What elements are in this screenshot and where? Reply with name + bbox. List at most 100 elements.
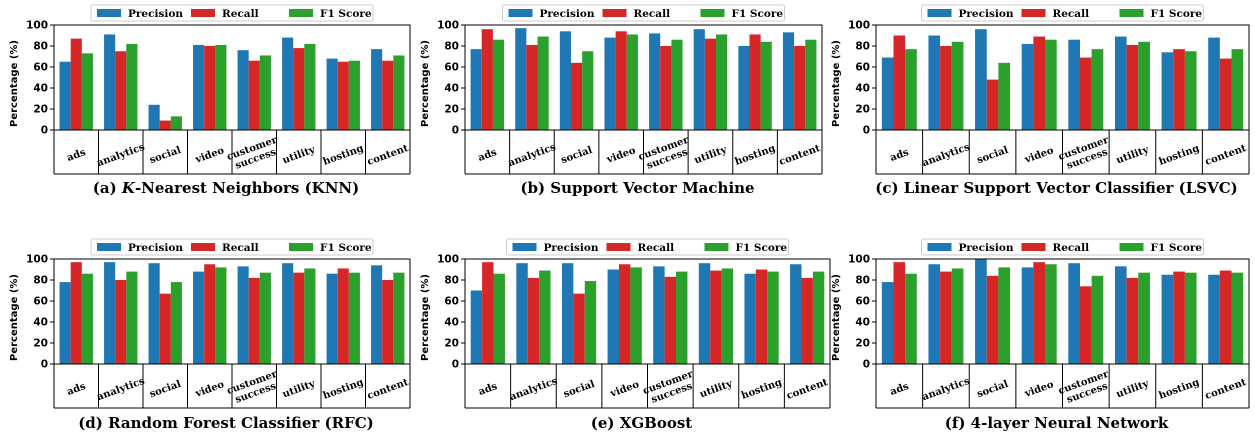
- legend-label-precision: Precision: [128, 8, 183, 20]
- category-label: ads: [889, 381, 911, 398]
- y-tick-label: 60: [444, 296, 459, 308]
- bar-recall-ads: [70, 38, 82, 130]
- bar-precision-social: [148, 263, 160, 364]
- y-tick-label: 20: [444, 338, 459, 350]
- y-tick-label: 80: [855, 41, 870, 53]
- bar-f1-customer-success: [1091, 275, 1104, 364]
- category-label: ads: [66, 381, 88, 398]
- bar-precision-social: [975, 259, 987, 364]
- category-label: utility: [693, 144, 730, 166]
- bar-precision-analytics: [928, 35, 941, 130]
- category-label: content: [778, 143, 822, 168]
- legend-label-f1: F1 Score: [1151, 8, 1203, 20]
- y-tick-label: 80: [855, 275, 870, 287]
- bar-f1-analytics: [126, 271, 138, 364]
- legend-swatch-f1: [704, 243, 729, 251]
- bar-f1-hosting: [348, 60, 360, 131]
- bar-f1-social: [584, 281, 597, 364]
- y-tick-label: 20: [33, 104, 48, 116]
- bar-f1-customer-success: [671, 39, 683, 131]
- legend-swatch-precision: [97, 243, 121, 251]
- legend-swatch-recall: [1021, 9, 1046, 17]
- bar-f1-ads: [81, 53, 93, 130]
- category-label: customersuccess: [637, 134, 695, 173]
- bar-precision-hosting: [326, 58, 338, 130]
- legend-label-f1: F1 Score: [320, 242, 372, 254]
- y-tick-label: 80: [33, 41, 48, 53]
- bar-recall-analytics: [115, 51, 127, 130]
- legend-label-precision: Precision: [959, 242, 1014, 254]
- bar-f1-customer-success: [1091, 49, 1104, 130]
- bar-f1-content: [812, 271, 825, 364]
- bar-recall-ads: [893, 35, 906, 130]
- category-label: content: [785, 377, 829, 402]
- y-tick-label: 80: [33, 275, 48, 287]
- bar-precision-ads: [59, 61, 71, 130]
- legend-swatch-precision: [97, 9, 121, 17]
- y-tick-label: 20: [855, 104, 870, 116]
- bar-precision-video: [193, 271, 205, 364]
- y-tick-label: 60: [855, 296, 870, 308]
- chart-panel-f: 0 20 40 60 80 100 Percentage (%) ads analytics so…: [831, 238, 1250, 432]
- legend-swatch-precision: [927, 243, 952, 251]
- bar-precision-utility: [698, 263, 711, 364]
- bar-f1-social: [170, 282, 182, 364]
- category-label: customersuccess: [1057, 134, 1115, 173]
- bar-recall-customer-success: [1079, 286, 1092, 364]
- bar-precision-hosting: [1161, 52, 1174, 130]
- y-tick-label: 0: [863, 359, 870, 371]
- legend-swatch-f1: [1119, 9, 1144, 17]
- bar-precision-video: [604, 37, 616, 130]
- bar-precision-video: [193, 44, 205, 131]
- category-label: analytics: [921, 376, 972, 404]
- y-tick-label: 60: [855, 62, 870, 74]
- bar-recall-analytics: [115, 280, 127, 364]
- chart-panel-b: 0 20 40 60 80 100 Percentage (%) ads analytics so…: [420, 4, 823, 197]
- bar-recall-video: [204, 264, 216, 364]
- category-label: content: [366, 377, 410, 402]
- y-tick-label: 0: [863, 125, 870, 137]
- legend: Precision Recall F1 Score: [90, 4, 374, 22]
- legend-label-recall: Recall: [1053, 8, 1090, 20]
- chart-panel-d: 0 20 40 60 80 100 Percentage (%) ads analytics so…: [9, 238, 411, 432]
- legend-label-recall: Recall: [634, 8, 671, 20]
- category-label: utility: [698, 378, 735, 400]
- bar-precision-content: [371, 49, 383, 130]
- legend-swatch-precision: [512, 243, 537, 251]
- category-label: social: [148, 145, 182, 167]
- category-label: content: [366, 143, 410, 168]
- category-label: hosting: [322, 377, 365, 402]
- bar-precision-hosting: [1161, 274, 1174, 364]
- bar-recall-ads: [70, 262, 82, 364]
- bar-precision-ads: [881, 282, 894, 364]
- bar-precision-analytics: [928, 264, 941, 364]
- y-tick-label: 100: [437, 20, 459, 32]
- bar-precision-content: [782, 32, 795, 130]
- panel-caption: (d) Random Forest Classifier (RFC): [78, 414, 374, 432]
- bar-precision-utility: [1114, 266, 1127, 364]
- bar-recall-hosting: [749, 34, 761, 131]
- bar-precision-content: [371, 265, 383, 364]
- bar-recall-hosting: [337, 61, 349, 130]
- bar-recall-content: [801, 277, 813, 364]
- bar-precision-customer-success: [649, 33, 661, 130]
- legend-label-recall: Recall: [1053, 242, 1090, 254]
- legend: Precision Recall F1 Score: [506, 238, 789, 256]
- y-axis-label: Percentage (%): [9, 274, 20, 361]
- category-label: utility: [1115, 378, 1152, 400]
- y-axis-label: Percentage (%): [831, 40, 842, 127]
- legend-label-precision: Precision: [128, 242, 183, 254]
- legend: Precision Recall F1 Score: [90, 238, 374, 256]
- y-axis-label: Percentage (%): [420, 274, 431, 361]
- category-label: video: [605, 145, 638, 166]
- y-tick-label: 0: [452, 125, 459, 137]
- bar-f1-content: [393, 272, 405, 364]
- y-tick-label: 60: [33, 62, 48, 74]
- bar-precision-hosting: [326, 273, 338, 364]
- bar-f1-video: [215, 44, 227, 131]
- y-tick-label: 40: [855, 83, 870, 95]
- chart-panel-c: 0 20 40 60 80 100 Percentage (%) ads analytics so…: [831, 4, 1250, 197]
- bar-recall-customer-success: [1079, 57, 1092, 130]
- bar-f1-video: [1045, 39, 1057, 131]
- bar-precision-hosting: [744, 273, 756, 364]
